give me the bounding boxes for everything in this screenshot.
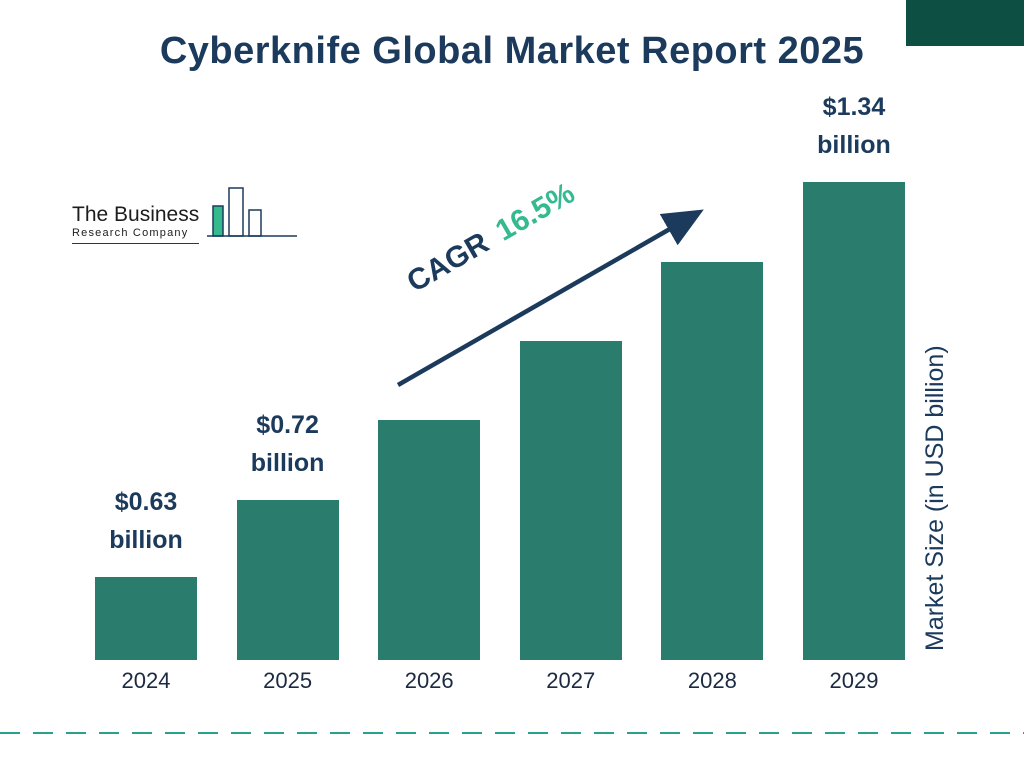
bar-2028 xyxy=(661,262,764,660)
x-tick-2029: 2029 xyxy=(829,668,879,693)
company-logo: The Business Research Company xyxy=(72,182,299,244)
year-axis: 2024 2025 2026 2027 2028 2029 xyxy=(95,668,905,694)
bar-2029 xyxy=(802,182,905,660)
x-tick-2026: 2026 xyxy=(404,668,454,693)
bar-column-2024: $0.63 billion xyxy=(95,483,197,660)
company-logo-text: The Business Research Company xyxy=(72,203,200,244)
cagr-trend-arrow xyxy=(396,209,704,387)
bar-value-label-2025: $0.72 billion xyxy=(250,411,325,477)
bar-2024 xyxy=(95,577,197,660)
x-tick-2028: 2028 xyxy=(687,668,737,693)
x-tick-2027: 2027 xyxy=(546,668,596,693)
corner-accent-block xyxy=(906,0,1024,46)
bar-value-label-2024: $0.63 billion xyxy=(109,488,183,554)
bar-value-label-2029: $1.34 billion xyxy=(817,93,891,159)
bar-column-2027 xyxy=(519,341,622,660)
company-logo-line1: The Business xyxy=(72,203,200,226)
y-axis-label: Market Size (in USD billion) xyxy=(921,345,949,651)
page-title: Cyberknife Global Market Report 2025 xyxy=(159,30,865,72)
x-tick-2024: 2024 xyxy=(121,668,171,693)
bar-column-2025: $0.72 billion xyxy=(236,406,339,660)
bar-column-2028 xyxy=(661,262,764,660)
bar-2026 xyxy=(378,420,481,660)
bottom-dashed-divider xyxy=(0,732,1024,734)
bar-2027 xyxy=(519,341,622,660)
bar-chart: $0.63 billion $0.72 billion $1.34 billion xyxy=(95,93,905,660)
bar-column-2029: $1.34 billion xyxy=(802,88,905,660)
x-tick-2025: 2025 xyxy=(263,668,313,693)
bar-chart-logo-icon xyxy=(207,182,299,244)
company-logo-line2: Research Company xyxy=(72,227,189,239)
bar-2025 xyxy=(236,500,339,660)
bar-column-2026 xyxy=(378,420,481,660)
